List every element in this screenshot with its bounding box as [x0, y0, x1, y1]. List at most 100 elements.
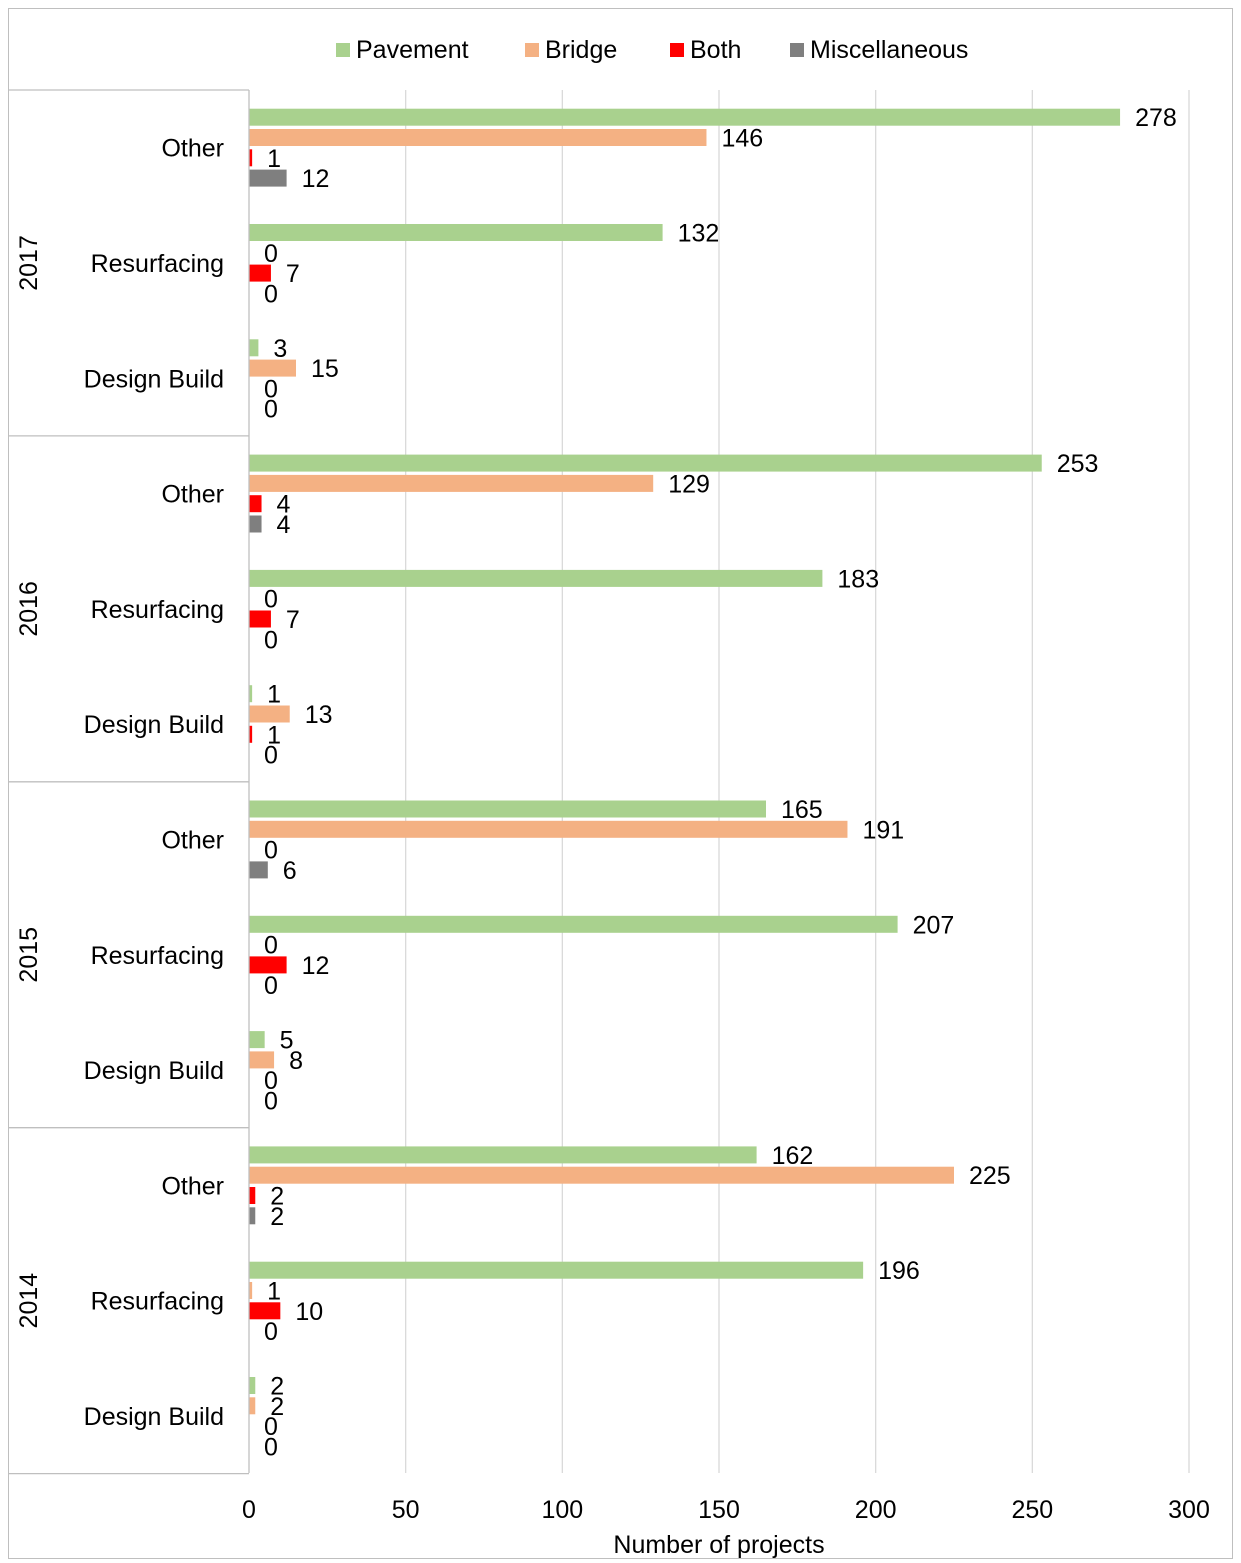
- data-label: 4: [277, 491, 291, 519]
- x-tick-label: 300: [1168, 1496, 1210, 1524]
- data-label: 12: [302, 165, 330, 193]
- data-label: 165: [781, 796, 823, 824]
- data-label: 7: [286, 606, 300, 634]
- data-label: 0: [264, 972, 278, 1000]
- data-label: 2: [270, 1183, 284, 1211]
- data-label: 0: [264, 240, 278, 268]
- category-label: Resurfacing: [91, 1288, 224, 1316]
- year-label: 2017: [15, 235, 43, 291]
- legend-label: Pavement: [356, 36, 469, 64]
- data-label: 129: [668, 470, 710, 498]
- category-label: Design Build: [84, 365, 224, 393]
- year-label: 2015: [15, 927, 43, 983]
- data-label: 4: [277, 511, 291, 539]
- bar-pavement: [249, 108, 1121, 126]
- chart-border: [8, 8, 1233, 1559]
- bar-miscellaneous: [249, 1207, 256, 1225]
- data-label: 1: [267, 1278, 281, 1306]
- data-label: 15: [311, 355, 339, 383]
- data-label: 5: [280, 1027, 294, 1055]
- category-label: Design Build: [84, 1057, 224, 1085]
- x-tick-label: 150: [698, 1496, 740, 1524]
- bar-pavement: [249, 569, 823, 587]
- year-label: 2016: [15, 581, 43, 637]
- data-label: 0: [264, 1413, 278, 1441]
- legend-swatch-both: [670, 43, 684, 57]
- bar-bridge: [249, 705, 290, 723]
- data-label: 1: [267, 145, 281, 173]
- year-label: 2014: [15, 1273, 43, 1329]
- bar-bridge: [249, 1166, 954, 1184]
- data-label: 0: [264, 742, 278, 770]
- bar-bridge: [249, 1051, 275, 1069]
- legend-swatch-miscellaneous: [790, 43, 804, 57]
- data-label: 10: [295, 1298, 323, 1326]
- bar-both: [249, 610, 271, 628]
- data-label: 146: [721, 125, 763, 153]
- bar-pavement: [249, 1031, 265, 1049]
- data-label: 191: [862, 816, 904, 844]
- data-label: 196: [878, 1257, 920, 1285]
- data-label: 162: [772, 1142, 814, 1170]
- data-label: 132: [678, 220, 720, 248]
- category-label: Other: [161, 826, 224, 854]
- legend-swatch-pavement: [336, 43, 350, 57]
- data-labels-layer: 2781461121320703150025312944183070113101…: [264, 104, 1177, 1461]
- bar-miscellaneous: [249, 861, 268, 879]
- data-label: 2: [270, 1373, 284, 1401]
- data-label: 207: [913, 911, 955, 939]
- data-label: 0: [264, 837, 278, 865]
- data-label: 0: [264, 375, 278, 403]
- data-label: 0: [264, 626, 278, 654]
- x-tick-label: 100: [541, 1496, 583, 1524]
- data-label: 0: [264, 1433, 278, 1461]
- data-label: 3: [273, 335, 287, 363]
- category-label: Resurfacing: [91, 596, 224, 624]
- bars-layer: [249, 108, 1121, 1415]
- category-label: Resurfacing: [91, 250, 224, 278]
- data-label: 2: [270, 1203, 284, 1231]
- category-label: Resurfacing: [91, 942, 224, 970]
- data-label: 225: [969, 1162, 1011, 1190]
- bar-pavement: [249, 800, 766, 818]
- data-label: 278: [1135, 104, 1177, 132]
- data-label: 253: [1057, 450, 1099, 478]
- category-label: Design Build: [84, 1403, 224, 1431]
- bar-both: [249, 1302, 281, 1320]
- category-label: Other: [161, 135, 224, 163]
- x-axis-title: Number of projects: [613, 1531, 824, 1559]
- data-label: 0: [264, 932, 278, 960]
- bar-bridge: [249, 359, 296, 377]
- category-label: Other: [161, 1172, 224, 1200]
- legend-label: Bridge: [545, 36, 617, 64]
- bar-pavement: [249, 1261, 864, 1279]
- data-label: 2: [270, 1393, 284, 1421]
- bar-pavement: [249, 1377, 256, 1394]
- bar-pavement: [249, 915, 898, 933]
- bar-bridge: [249, 820, 848, 838]
- data-label: 8: [289, 1047, 303, 1075]
- data-label: 183: [837, 565, 879, 593]
- legend: Pavement Bridge Both Miscellaneous: [336, 36, 968, 64]
- data-label: 0: [264, 280, 278, 308]
- bar-both: [249, 1187, 256, 1204]
- bar-bridge: [249, 129, 707, 146]
- data-label: 0: [264, 1088, 278, 1116]
- data-label: 13: [305, 701, 333, 729]
- data-label: 1: [267, 681, 281, 709]
- data-label: 7: [286, 260, 300, 288]
- bar-bridge: [249, 1397, 256, 1415]
- data-label: 0: [264, 586, 278, 614]
- data-label: 12: [302, 952, 330, 980]
- bar-pavement: [249, 454, 1042, 472]
- bar-pavement: [249, 1146, 757, 1164]
- data-label: 1: [267, 721, 281, 749]
- bar-pavement: [249, 339, 259, 357]
- category-label: Other: [161, 481, 224, 509]
- x-tick-label: 0: [242, 1496, 256, 1524]
- bar-miscellaneous: [249, 515, 262, 533]
- bar-miscellaneous: [249, 169, 287, 187]
- data-label: 0: [264, 396, 278, 424]
- bar-both: [249, 149, 253, 167]
